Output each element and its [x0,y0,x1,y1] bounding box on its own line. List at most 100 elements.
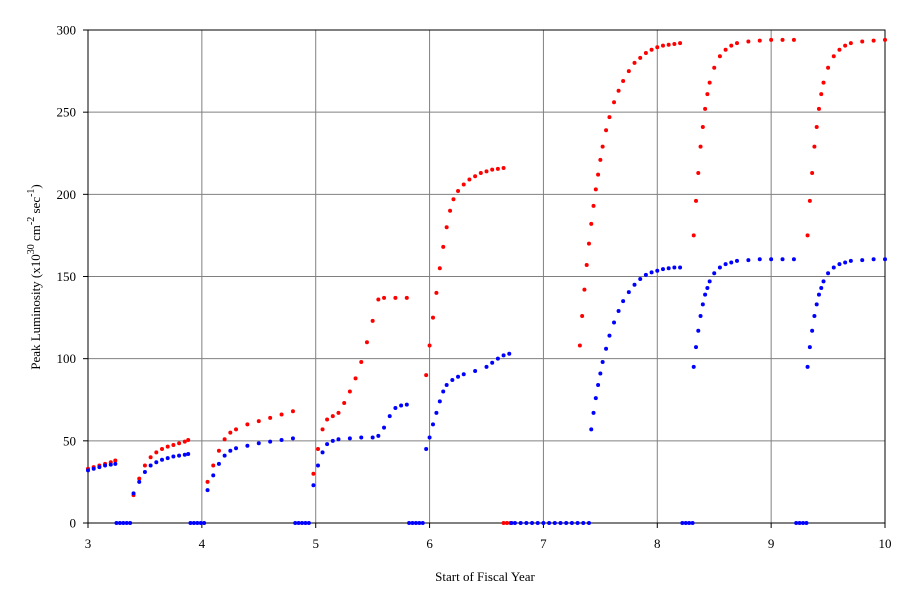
data-point-s1-g5-1 [591,410,596,415]
data-point-s0-g6-4 [700,124,705,129]
series-0 [86,37,887,525]
data-point-s1-g7-3 [812,313,817,318]
data-point-s0-g2-3 [222,437,227,442]
data-point-s1-g7-2 [810,328,815,333]
data-point-s1-g12-5 [535,521,540,525]
data-point-s1-g3-11 [387,414,392,419]
data-point-s0-g3-1 [315,447,320,452]
data-point-s1-g4-9 [461,372,466,377]
data-point-s1-g6-2 [696,328,701,333]
data-point-s0-g5-15 [621,78,626,83]
data-point-s1-g3-7 [359,435,364,440]
data-point-s0-g5-5 [589,221,594,226]
data-point-s0-g5-10 [600,144,605,149]
data-point-s0-g1-2 [142,463,147,468]
data-point-s0-g1-3 [148,455,153,460]
data-point-s0-g7-3 [812,144,817,149]
data-point-s1-g3-8 [370,435,375,440]
data-point-s0-g5-24 [672,41,677,46]
data-point-s1-g7-9 [831,265,836,270]
data-point-s0-g6-12 [734,41,739,46]
data-point-s0-g5-13 [612,100,617,105]
data-point-s1-g12-11 [569,521,574,525]
y-tick-label-250: 250 [57,105,77,120]
data-point-s1-g14-2 [801,521,806,525]
data-point-s1-g8-3 [124,521,129,525]
y-tick-label-50: 50 [63,433,76,448]
data-point-s0-g8-0 [501,521,506,525]
data-point-s1-g14-0 [794,521,799,525]
data-point-s1-g5-18 [666,266,671,271]
data-point-s0-g5-8 [596,172,601,177]
data-point-s1-g4-12 [490,360,495,365]
data-point-s1-g4-2 [430,422,435,427]
data-point-s0-g6-5 [703,106,708,111]
data-point-s0-g1-1 [137,476,142,481]
data-point-s1-g4-7 [450,378,455,383]
data-point-s0-g6-11 [729,43,734,48]
data-point-s1-g6-5 [703,292,708,297]
y-tick-label-200: 200 [57,187,77,202]
data-point-s1-g10-0 [293,521,298,525]
data-point-s1-g12-1 [512,521,517,525]
data-point-s1-g5-13 [638,276,643,281]
data-point-s1-g0-1 [91,466,96,471]
x-tick-label-3: 3 [85,536,92,551]
data-point-s1-g11-4 [420,521,425,525]
data-point-s1-g10-3 [303,521,308,525]
data-point-s0-g0-5 [113,458,118,463]
data-point-s1-g12-2 [518,521,523,525]
data-point-s1-g0-3 [103,463,108,468]
data-point-s0-g3-9 [359,359,364,364]
data-point-s1-g5-14 [643,272,648,277]
data-point-s0-g7-9 [831,54,836,59]
data-point-s0-g1-4 [154,450,159,455]
data-point-s0-g4-4 [437,266,442,271]
data-point-s0-g2-5 [234,427,239,432]
data-point-s0-g6-7 [707,80,712,85]
data-point-s1-g11-0 [407,521,412,525]
data-point-s0-g5-14 [616,88,621,93]
data-point-s1-g2-1 [211,473,216,478]
data-point-s1-g5-16 [655,268,660,273]
data-point-s1-g3-6 [347,436,352,441]
data-point-s1-g7-6 [819,286,824,291]
data-point-s1-g13-2 [687,521,692,525]
data-point-s1-g5-20 [678,265,683,270]
data-point-s1-g4-0 [424,447,429,452]
data-point-s0-g6-15 [769,37,774,42]
data-point-s0-g5-9 [598,157,603,162]
data-point-s1-g8-1 [117,521,122,525]
data-point-s0-g6-2 [696,170,701,175]
data-point-s1-g13-3 [690,521,695,525]
data-point-s1-g3-2 [320,450,325,455]
data-point-s0-g4-3 [434,290,439,295]
y-axis-title: Peak Luminosity (x1030 cm-2 sec-1) [26,184,43,370]
data-point-s1-g12-13 [581,521,586,525]
x-axis-ticks: 3 4 5 6 7 8 9 10 [85,523,892,551]
data-point-s1-g6-7 [707,279,712,284]
data-point-s0-g5-18 [638,55,643,60]
data-point-s1-g12-0 [509,521,514,525]
x-tick-label-7: 7 [540,536,547,551]
data-point-s0-g4-8 [451,197,456,202]
data-point-s0-g2-8 [268,415,273,420]
data-point-s1-g13-1 [683,521,688,525]
data-point-s0-g4-11 [467,177,472,182]
data-point-s0-g2-2 [216,448,221,453]
data-point-s1-g1-10 [186,451,191,456]
data-point-s1-g6-11 [729,260,734,265]
data-point-s1-g6-16 [780,257,785,262]
data-point-s1-g2-2 [216,461,221,466]
x-axis-title: Start of Fiscal Year [435,569,535,584]
data-point-s1-g4-15 [507,351,512,356]
data-point-s1-g10-2 [300,521,305,525]
data-point-s1-g5-4 [598,371,603,376]
data-point-s1-g6-14 [757,257,762,262]
data-point-s1-g3-0 [311,483,316,488]
data-point-s1-g12-8 [552,521,557,525]
data-point-s1-g2-4 [228,448,233,453]
data-point-s0-g5-25 [678,41,683,46]
y-axis-ticks: 0 50 100 150 200 250 300 [57,23,88,531]
data-point-s1-g12-7 [547,521,552,525]
